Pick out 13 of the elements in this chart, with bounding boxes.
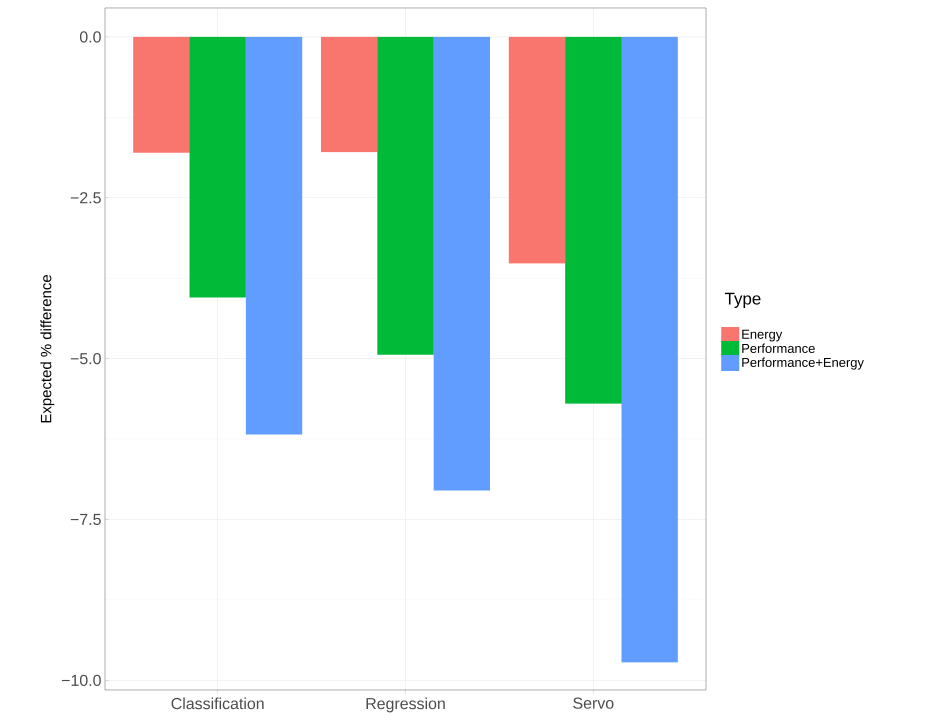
x-tick-label: Regression — [366, 698, 445, 712]
y-tick-label: −5.0 — [70, 352, 101, 364]
legend-title: Type — [724, 292, 761, 308]
x-tick-label: Servo — [573, 698, 614, 709]
y-tick-label: 0.0 — [80, 31, 101, 43]
x-tick-label: Classification — [172, 698, 264, 710]
y-tick-label: −10.0 — [62, 674, 101, 686]
legend-label: Energy — [742, 330, 782, 342]
y-tick-label: −7.5 — [70, 514, 101, 526]
y-axis-title: Expected % difference — [40, 275, 54, 422]
legend-label: Performance — [742, 344, 815, 354]
legend-label: Performance+Energy — [742, 358, 864, 370]
y-tick-label: −2.5 — [70, 192, 101, 204]
